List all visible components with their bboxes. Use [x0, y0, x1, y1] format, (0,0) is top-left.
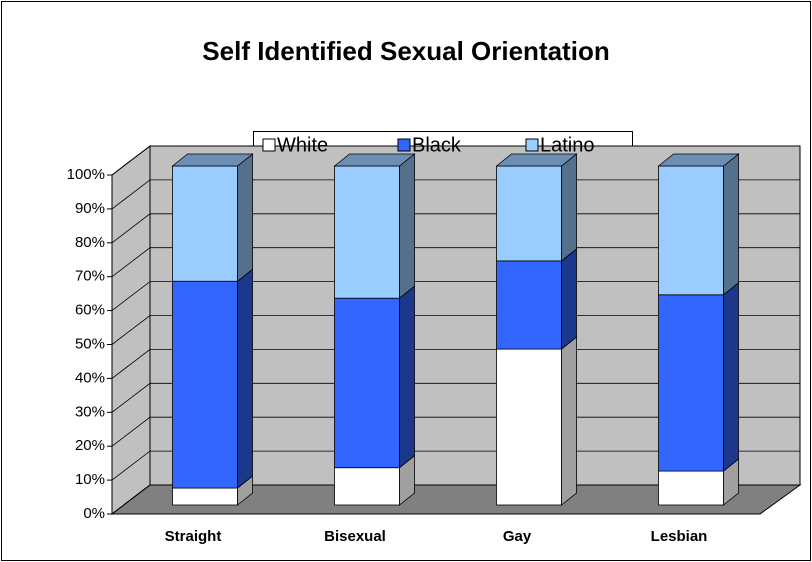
- y-tick-label: 60%: [75, 302, 105, 319]
- bar-side: [237, 268, 253, 489]
- bar-front: [496, 348, 562, 506]
- bar-front: [172, 280, 238, 489]
- grid-line: [111, 179, 800, 210]
- bar-side: [561, 336, 577, 506]
- bar-side: [399, 153, 415, 300]
- y-tick-label: 70%: [75, 268, 105, 285]
- bar-segment: [172, 475, 253, 506]
- x-tick-label: Straight: [165, 528, 222, 545]
- bar-segment: [658, 458, 739, 506]
- bar-segment: [657, 153, 740, 296]
- y-tick-label: 40%: [75, 369, 105, 386]
- bar-segment: [172, 268, 253, 489]
- bar-front: [496, 260, 562, 350]
- x-tick-label: Gay: [503, 528, 532, 545]
- bar-front: [172, 165, 238, 282]
- y-tick-label: 90%: [75, 200, 105, 217]
- bar-front: [658, 294, 724, 472]
- bar-side: [561, 248, 577, 350]
- bar-front: [334, 297, 400, 469]
- bar-segment: [496, 336, 577, 506]
- bar-side: [723, 153, 739, 296]
- legend-label: White: [277, 134, 328, 156]
- bar-front: [496, 165, 562, 262]
- x-tick-label: Bisexual: [324, 528, 386, 545]
- bar-top: [495, 153, 578, 167]
- y-tick-label: 50%: [75, 335, 105, 352]
- bar-segment: [658, 281, 739, 472]
- legend-swatch: [397, 138, 411, 152]
- bar-side: [723, 281, 739, 472]
- y-tick-label: 80%: [75, 234, 105, 251]
- bar-side: [237, 153, 253, 283]
- bar-front: [172, 487, 238, 506]
- bar-top: [333, 153, 416, 167]
- grid-line: [111, 315, 800, 345]
- bar-side: [399, 285, 415, 469]
- grid-line: [111, 247, 800, 278]
- legend-swatch: [262, 138, 276, 152]
- bar-segment: [334, 454, 415, 506]
- bar-front: [334, 467, 400, 506]
- bar-segment: [334, 285, 415, 469]
- y-tick-label: 10%: [75, 471, 105, 488]
- grid-line: [111, 416, 800, 447]
- x-tick-label: Lesbian: [651, 528, 708, 545]
- legend-swatch: [525, 138, 539, 152]
- grid-line: [111, 213, 800, 244]
- legend-label: Latino: [540, 134, 595, 156]
- bar-segment: [495, 153, 578, 262]
- bar-front: [334, 165, 400, 299]
- grid-line: [111, 348, 800, 379]
- bar-front: [658, 165, 724, 296]
- bar-segment: [171, 153, 254, 283]
- bar-side: [561, 153, 577, 262]
- bar-segment: [333, 153, 416, 300]
- chart-title: Self Identified Sexual Orientation: [202, 36, 609, 66]
- grid-line: [111, 145, 800, 176]
- bar-front: [658, 470, 724, 506]
- grid-line: [111, 382, 800, 413]
- y-tick-label: 20%: [75, 437, 105, 454]
- grid-line: [111, 450, 800, 481]
- grid-line: [111, 281, 800, 311]
- bar-segment: [496, 248, 577, 350]
- bar-top: [657, 153, 740, 167]
- bar-top: [171, 153, 254, 167]
- y-tick-label: 0%: [83, 505, 105, 522]
- y-tick-label: 100%: [67, 166, 105, 183]
- legend-label: Black: [412, 134, 462, 156]
- grid-line: [111, 484, 800, 515]
- y-tick-label: 30%: [75, 403, 105, 420]
